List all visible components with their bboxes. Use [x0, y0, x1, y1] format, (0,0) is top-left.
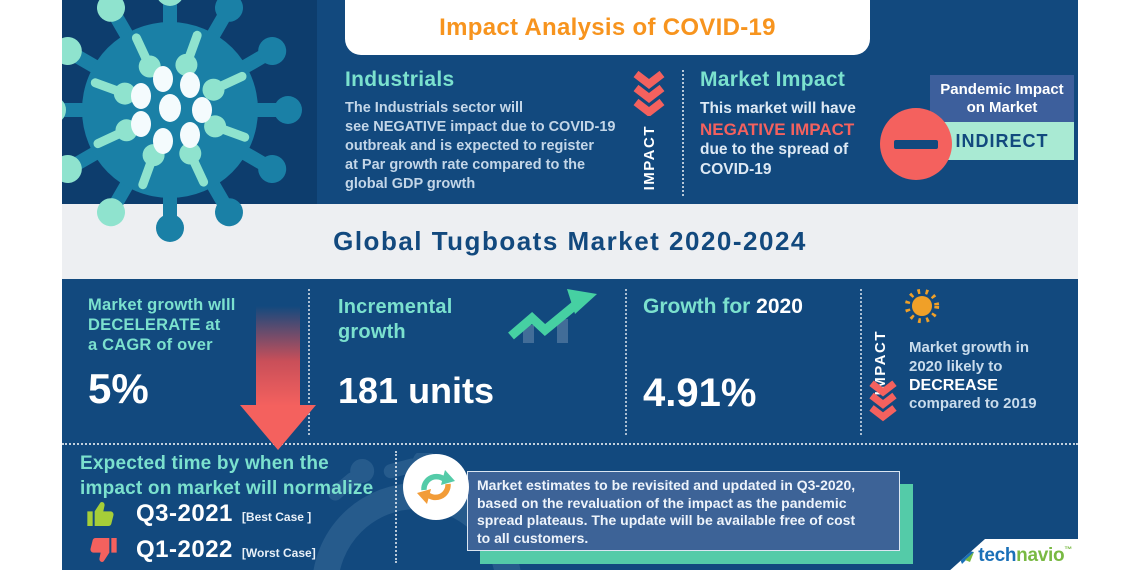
- cagr-line: DECELERATE at: [88, 316, 221, 334]
- top-section-divider: [682, 70, 684, 196]
- cagr-value: 5%: [88, 365, 149, 412]
- logo-text: technavio™: [978, 545, 1072, 567]
- market-title: Global Tugboats Market 2020-2024: [333, 226, 807, 256]
- stats-divider: [860, 289, 862, 435]
- pandemic-title-line: on Market: [966, 98, 1038, 116]
- note-line: to all customers.: [477, 529, 589, 546]
- chevrons-down-icon: [633, 70, 665, 116]
- growth-2020-value: 4.91%: [643, 371, 757, 415]
- minus-bar: [894, 139, 938, 149]
- technavio-arrow-icon: [956, 548, 975, 564]
- growth-label-year: 2020: [756, 295, 803, 318]
- market-impact-heading: Market Impact: [700, 68, 846, 91]
- stats-divider: [308, 289, 310, 435]
- pandemic-box-title: Pandemic Impact on Market: [930, 75, 1074, 122]
- impact-note-line: 2020 likely to: [909, 357, 1003, 375]
- note-line: based on the revaluation of the impact a…: [477, 494, 847, 511]
- stats-divider: [625, 289, 627, 435]
- worst-case-label: [Worst Case]: [241, 546, 316, 560]
- incremental-line: growth: [338, 321, 406, 343]
- sector-block: Industrials The Industrials sector will …: [345, 68, 655, 194]
- cagr-stat: Market growth wIll DECELERATE at a CAGR …: [88, 295, 236, 413]
- incremental-value: 181 units: [338, 370, 495, 411]
- pandemic-value-text: INDIRECT: [955, 130, 1049, 151]
- cagr-line: Market growth wIll: [88, 296, 236, 314]
- virus-backdrop: [62, 0, 317, 204]
- sync-arrows-icon: [417, 470, 455, 504]
- down-arrow-shaft: [256, 306, 300, 406]
- cagr-line: a CAGR of over: [88, 336, 213, 354]
- sector-line: see NEGATIVE impact due to COVID-19: [345, 119, 616, 135]
- down-arrow-head: [240, 405, 316, 450]
- best-case-value: Q3-2021: [136, 500, 233, 527]
- growth-2020-stat: Growth for 2020 4.91%: [643, 295, 803, 416]
- impact-marker-top: IMPACT: [622, 70, 676, 190]
- worst-case-row: Q1-2022 [Worst Case]: [86, 534, 316, 566]
- incremental-growth-stat: Incremental growth 181 units: [338, 295, 494, 412]
- note-line: spread plateaus. The update will be avai…: [477, 512, 856, 528]
- logo-corner: technavio™: [948, 539, 1078, 570]
- infographic-content: Impact Analysis of COVID-19 Industrials …: [62, 0, 1078, 570]
- pandemic-box-value: INDIRECT: [930, 122, 1074, 160]
- thumbs-down-icon: [90, 538, 117, 562]
- market-impact-block: Market Impact This market will have NEGA…: [700, 68, 910, 180]
- chevrons-down-icon: [869, 380, 897, 422]
- impact-note-line: compared to 2019: [909, 395, 1037, 412]
- trend-up-icon: [508, 289, 597, 343]
- normalize-heading: Expected time by when the impact on mark…: [80, 451, 373, 501]
- impact-note-block: Market growth in 2020 likely to DECREASE…: [909, 339, 1074, 414]
- note-line: Market estimates to be revisited and upd…: [477, 477, 856, 493]
- best-case-row: Q3-2021 [Best Case ]: [86, 498, 311, 530]
- sector-heading: Industrials: [345, 68, 455, 91]
- sector-line: at Par growth rate compared to the: [345, 157, 586, 173]
- virus-dot-icon: [904, 288, 940, 324]
- stats-band: Market growth wIll DECELERATE at a CAGR …: [62, 279, 1078, 443]
- impact-note-line: Market growth in: [909, 339, 1030, 356]
- logo-trademark: ™: [1064, 544, 1072, 554]
- pandemic-impact-box: Pandemic Impact on Market INDIRECT: [930, 75, 1074, 160]
- revision-note-box: Market estimates to be revisited and upd…: [467, 471, 900, 551]
- worst-case-value: Q1-2022: [136, 536, 233, 563]
- market-impact-line: This market will have: [700, 100, 856, 117]
- logo-part-tech: tech: [978, 544, 1017, 566]
- technavio-logo: technavio™: [955, 545, 1072, 567]
- top-band: Impact Analysis of COVID-19 Industrials …: [62, 0, 1078, 204]
- growth-label-prefix: Growth for: [643, 295, 757, 318]
- market-impact-highlight: NEGATIVE IMPACT: [700, 120, 855, 139]
- title-band: Global Tugboats Market 2020-2024: [62, 204, 1078, 279]
- normalize-heading-line: impact on market will normalize: [80, 478, 374, 499]
- minus-circle-icon: [880, 108, 952, 180]
- refresh-circle: [403, 454, 469, 520]
- banner-title: Impact Analysis of COVID-19: [439, 13, 776, 41]
- thumbs-up-icon: [87, 502, 114, 526]
- bottom-band: Expected time by when the impact on mark…: [62, 443, 1078, 570]
- top-banner: Impact Analysis of COVID-19: [345, 0, 870, 55]
- sector-line: outbreak and is expected to register: [345, 138, 594, 154]
- bottom-section-divider: [395, 451, 397, 563]
- normalize-heading-line: Expected time by when the: [80, 453, 329, 474]
- impact-note-highlight: DECREASE: [909, 377, 998, 394]
- pandemic-title-line: Pandemic Impact: [940, 80, 1064, 98]
- sector-line: The Industrials sector will: [345, 100, 524, 116]
- best-case-label: [Best Case ]: [241, 510, 312, 524]
- market-impact-line: COVID-19: [700, 161, 772, 178]
- market-impact-line: due to the spread of: [700, 141, 849, 158]
- incremental-line: Incremental: [338, 296, 453, 318]
- impact-vertical-label: IMPACT: [640, 125, 658, 191]
- logo-part-navio: navio: [1016, 544, 1065, 566]
- sector-line: global GDP growth: [345, 176, 476, 192]
